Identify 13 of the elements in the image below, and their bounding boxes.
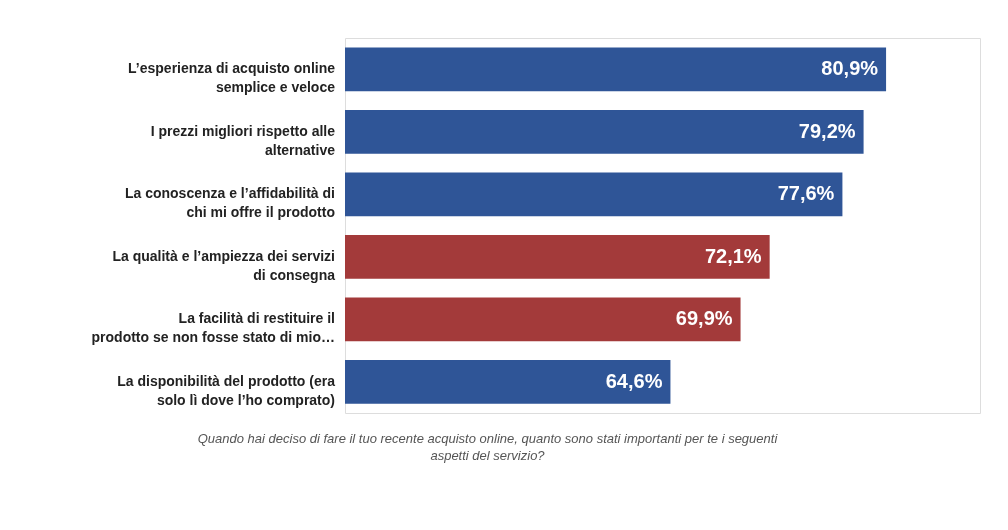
- y-tick-label: La disponibilità del prodotto (era solo lì dove l’ho comprato): [117, 372, 336, 408]
- y-tick-label: La qualità e l’ampiezza dei servizi di consegna: [112, 247, 336, 283]
- y-tick-label: L’esperienza di acquisto online semplice e veloce: [128, 60, 336, 96]
- y-tick-label: La facilità di restituire il prodotto se non fosse stato di mio…: [91, 310, 335, 346]
- data-label: 80,9%: [821, 57, 879, 80]
- text: Quando hai deciso di fare il tuo recente acquisto online, quanto sono stati importanti per te i seguenti aspetti del servizio?: [197, 431, 779, 463]
- data-label: 77,6%: [777, 182, 835, 205]
- data-label: 64,6%: [605, 369, 663, 392]
- data-label: 69,9%: [675, 307, 733, 330]
- data-label: 72,1%: [704, 244, 762, 267]
- data-label: 79,2%: [798, 119, 856, 142]
- y-tick-label: I prezzi migliori rispetto alle alternative: [150, 122, 336, 158]
- y-tick-label: La conoscenza e l’affidabilità di chi mi offre il prodotto: [124, 185, 335, 221]
